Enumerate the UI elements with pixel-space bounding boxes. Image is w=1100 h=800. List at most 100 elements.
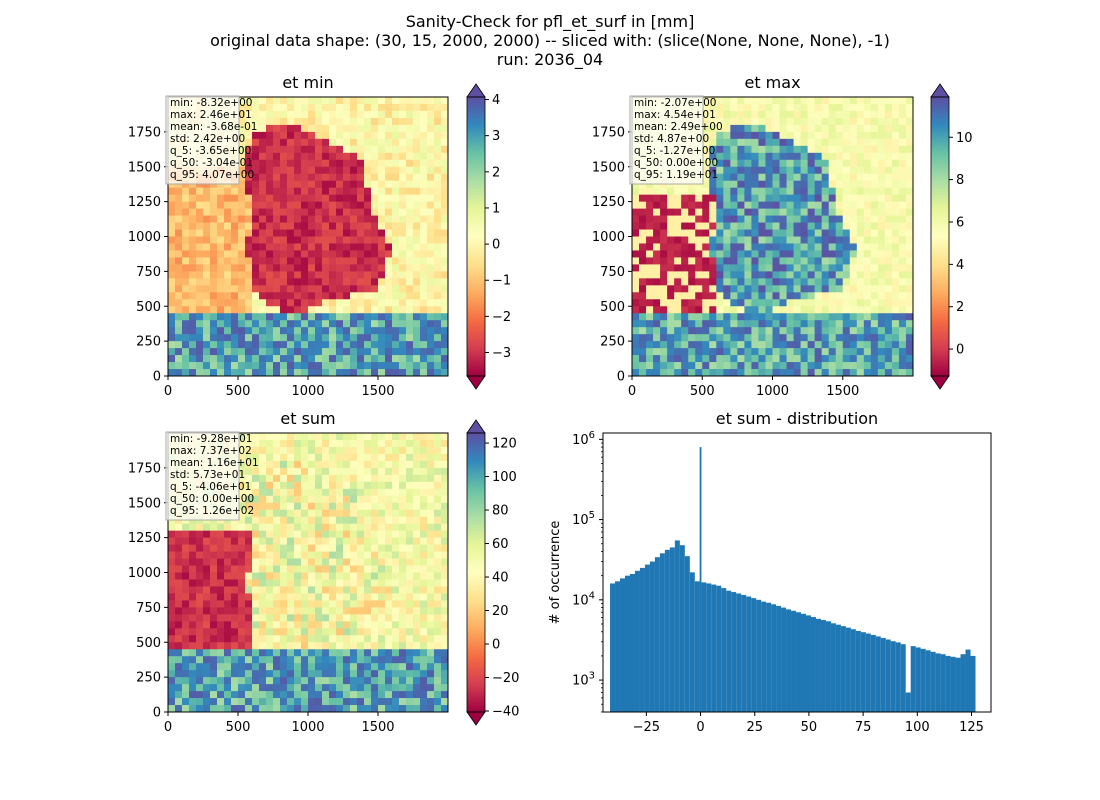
heatmap-cell <box>287 495 295 504</box>
heatmap-cell <box>238 173 246 182</box>
heatmap-cell <box>266 271 274 279</box>
heatmap-cell <box>441 572 448 580</box>
heatmap-cell <box>322 628 330 636</box>
heatmap-cell <box>716 152 724 161</box>
heatmap-cell <box>315 579 323 587</box>
heatmap-cell <box>434 187 442 196</box>
heatmap-cell <box>709 243 717 251</box>
heatmap-cell <box>343 467 351 476</box>
heatmap-cell <box>238 677 246 685</box>
heatmap-cell <box>905 145 913 154</box>
heatmap-cell <box>842 327 851 335</box>
heatmap-cell <box>371 327 379 335</box>
heatmap-cell <box>301 607 309 615</box>
heatmap-cell <box>385 97 393 105</box>
heatmap-cell <box>350 187 358 196</box>
histogram-bar <box>699 447 702 712</box>
heatmap-cell <box>378 110 386 119</box>
heatmap-cell <box>329 334 337 342</box>
heatmap-cell <box>786 334 794 342</box>
heatmap-cell <box>441 433 448 441</box>
heatmap-cell <box>301 684 309 692</box>
heatmap-cell <box>681 348 689 356</box>
heatmap-cell <box>709 271 717 279</box>
heatmap-cell <box>336 593 344 601</box>
heatmap-cell <box>392 502 400 511</box>
heatmap-cell <box>413 677 421 685</box>
heatmap-cell <box>336 663 344 671</box>
heatmap-cell <box>280 642 288 650</box>
heatmap-cell <box>322 369 330 376</box>
heatmap-cell <box>308 516 316 525</box>
heatmap-cell <box>406 509 414 518</box>
heatmap-cell <box>315 159 323 168</box>
heatmap-cell <box>315 292 323 300</box>
heatmap-cell <box>413 355 421 363</box>
heatmap-cell <box>632 257 640 265</box>
heatmap-cell <box>266 110 274 119</box>
heatmap-cell <box>378 572 386 580</box>
heatmap-cell <box>842 250 851 258</box>
heatmap-cell <box>357 369 365 376</box>
heatmap-cell <box>730 138 738 147</box>
heatmap-cell <box>863 131 872 140</box>
heatmap-cell <box>674 348 682 356</box>
heatmap-cell <box>434 509 442 518</box>
heatmap-cell <box>371 516 379 525</box>
heatmap-cell <box>385 110 393 119</box>
heatmap-cell <box>245 495 253 504</box>
heatmap-cell <box>294 439 302 448</box>
heatmap-cell <box>898 215 907 223</box>
heatmap-cell <box>315 523 323 532</box>
heatmap-cell <box>315 264 323 272</box>
heatmap-cell <box>336 229 344 237</box>
heatmap-cell <box>245 705 253 712</box>
heatmap-cell <box>301 621 309 629</box>
heatmap-cell <box>399 663 407 671</box>
heatmap-cell <box>434 236 442 244</box>
heatmap-cell <box>744 173 752 182</box>
heatmap-cell <box>420 222 428 230</box>
heatmap-cell <box>210 691 218 699</box>
heatmap-cell <box>224 313 232 321</box>
heatmap-cell <box>653 355 661 363</box>
heatmap-cell <box>322 257 330 265</box>
heatmap-cell <box>434 271 442 279</box>
heatmap-cell <box>350 166 358 175</box>
heatmap-cell <box>786 236 794 244</box>
heatmap-cell <box>828 271 837 279</box>
heatmap-cell <box>217 614 225 622</box>
heatmap-cell <box>765 292 773 300</box>
heatmap-cell <box>385 691 393 699</box>
heatmap-cell <box>252 138 260 147</box>
heatmap-cell <box>287 355 295 363</box>
heatmap-cell <box>385 243 393 251</box>
heatmap-cell <box>266 166 274 175</box>
heatmap-cell <box>835 369 844 376</box>
heatmap-cell <box>835 334 844 342</box>
heatmap-cell <box>329 600 337 608</box>
heatmap-cell <box>357 537 365 546</box>
heatmap-cell <box>406 362 414 370</box>
heatmap-cell <box>877 243 886 251</box>
heatmap-cell <box>842 271 851 279</box>
heatmap-cell <box>343 677 351 685</box>
heatmap-cell <box>266 474 274 483</box>
heatmap-cell <box>175 523 183 532</box>
heatmap-cell <box>828 187 837 196</box>
heatmap-cell <box>322 691 330 699</box>
heatmap-cell <box>168 222 176 230</box>
heatmap-cell <box>814 362 823 370</box>
heatmap-cell <box>441 502 448 511</box>
heatmap-cell <box>800 257 809 265</box>
heatmap-cell <box>751 131 759 140</box>
heatmap-cell <box>301 229 309 237</box>
heatmap-cell <box>224 250 232 258</box>
heatmap-cell <box>238 446 246 455</box>
heatmap-cell <box>252 433 260 441</box>
heatmap-cell <box>842 201 851 210</box>
heatmap-cell <box>357 306 365 314</box>
heatmap-cell <box>357 138 365 147</box>
heatmap-cell <box>709 173 717 182</box>
heatmap-cell <box>294 180 302 189</box>
